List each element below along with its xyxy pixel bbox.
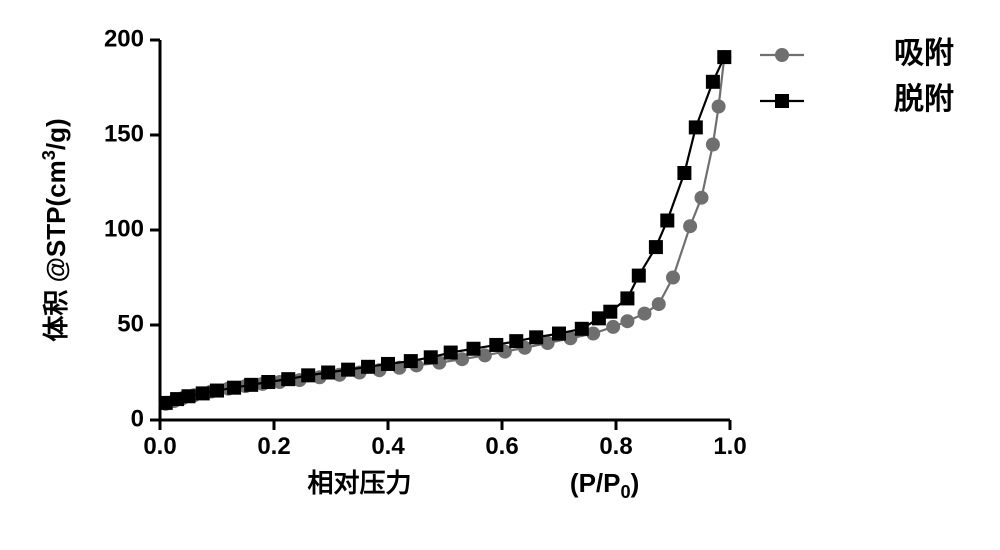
marker-adsorption [706, 138, 720, 152]
marker-adsorption [620, 314, 634, 328]
marker-desorption [182, 389, 196, 403]
marker-desorption [706, 75, 720, 89]
marker-desorption [529, 330, 543, 344]
marker-desorption [689, 120, 703, 134]
x-tick-label: 0.2 [257, 433, 290, 460]
marker-desorption [261, 375, 275, 389]
y-tick-label: 0 [131, 405, 144, 432]
legend-marker-desorption [775, 94, 789, 108]
marker-desorption [381, 357, 395, 371]
marker-desorption [632, 269, 646, 283]
marker-adsorption [638, 307, 652, 321]
marker-desorption [603, 305, 617, 319]
marker-adsorption [666, 271, 680, 285]
x-tick-label: 0.4 [371, 433, 405, 460]
x-tick-label: 0.8 [599, 433, 632, 460]
marker-desorption [677, 166, 691, 180]
marker-adsorption [606, 320, 620, 334]
marker-desorption [227, 381, 241, 395]
marker-desorption [717, 50, 731, 64]
y-tick-label: 150 [104, 120, 144, 147]
x-tick-label: 1.0 [713, 433, 746, 460]
marker-desorption [649, 240, 663, 254]
marker-desorption [489, 338, 503, 352]
legend-marker-adsorption [775, 48, 789, 62]
marker-desorption [281, 372, 295, 386]
marker-desorption [196, 386, 210, 400]
legend-label-desorption: 脱附 [894, 83, 954, 116]
marker-desorption [361, 360, 375, 374]
y-axis-title: 体积 @STP(cm3/g) [39, 118, 71, 341]
marker-desorption [552, 327, 566, 341]
marker-adsorption [683, 219, 697, 233]
x-tick-label: 0.0 [143, 433, 176, 460]
isotherm-chart: 0 50 100 150 200 0.0 0.2 0.4 0.6 0.8 1.0 相对压力 (P/P0)… [0, 0, 1000, 550]
marker-desorption [424, 350, 438, 364]
chart-svg: 0 50 100 150 200 0.0 0.2 0.4 0.6 0.8 1.0 相对压力 (P/P0)… [0, 0, 1000, 550]
y-tick-label: 50 [117, 310, 144, 337]
y-tick-label: 100 [104, 215, 144, 242]
marker-desorption [575, 322, 589, 336]
marker-desorption [341, 363, 355, 377]
marker-desorption [244, 378, 258, 392]
x-axis-title-sym: (P/P0) [570, 468, 639, 502]
marker-adsorption [695, 191, 709, 205]
marker-desorption [620, 291, 634, 305]
y-tick-label: 200 [104, 25, 144, 52]
marker-desorption [301, 368, 315, 382]
marker-adsorption [712, 100, 726, 114]
marker-desorption [210, 384, 224, 398]
marker-desorption [404, 354, 418, 368]
marker-desorption [444, 346, 458, 360]
marker-desorption [660, 214, 674, 228]
x-axis-title-cn: 相对压力 [307, 468, 411, 498]
legend-label-adsorption: 吸附 [894, 37, 954, 70]
marker-desorption [321, 366, 335, 380]
marker-adsorption [652, 297, 666, 311]
x-tick-label: 0.6 [485, 433, 518, 460]
marker-desorption [467, 342, 481, 356]
marker-desorption [509, 334, 523, 348]
